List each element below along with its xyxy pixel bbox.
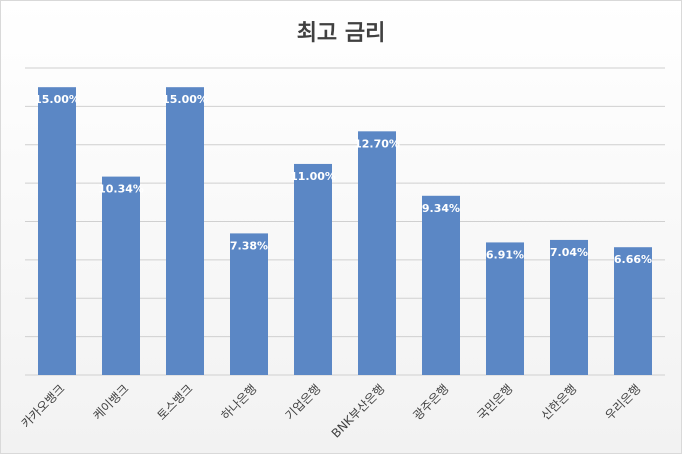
data-label: 11.00%	[290, 170, 336, 183]
bar	[422, 195, 460, 375]
bar	[230, 233, 268, 375]
data-label: 10.34%	[98, 183, 144, 196]
data-label: 15.00%	[162, 93, 208, 106]
chart-title: 최고 금리	[297, 21, 386, 46]
bar	[166, 87, 204, 375]
bar	[102, 176, 140, 375]
bar	[614, 247, 652, 375]
bar	[38, 87, 76, 375]
data-label: 7.38%	[230, 239, 268, 252]
data-label: 6.66%	[614, 253, 652, 266]
bar	[486, 242, 524, 375]
data-label: 6.91%	[486, 248, 524, 261]
data-label: 7.04%	[550, 246, 588, 259]
data-label: 9.34%	[422, 202, 460, 215]
bar	[550, 239, 588, 375]
bar	[358, 131, 396, 375]
data-label: 12.70%	[354, 137, 400, 150]
bar	[294, 163, 332, 375]
data-label: 15.00%	[34, 93, 80, 106]
